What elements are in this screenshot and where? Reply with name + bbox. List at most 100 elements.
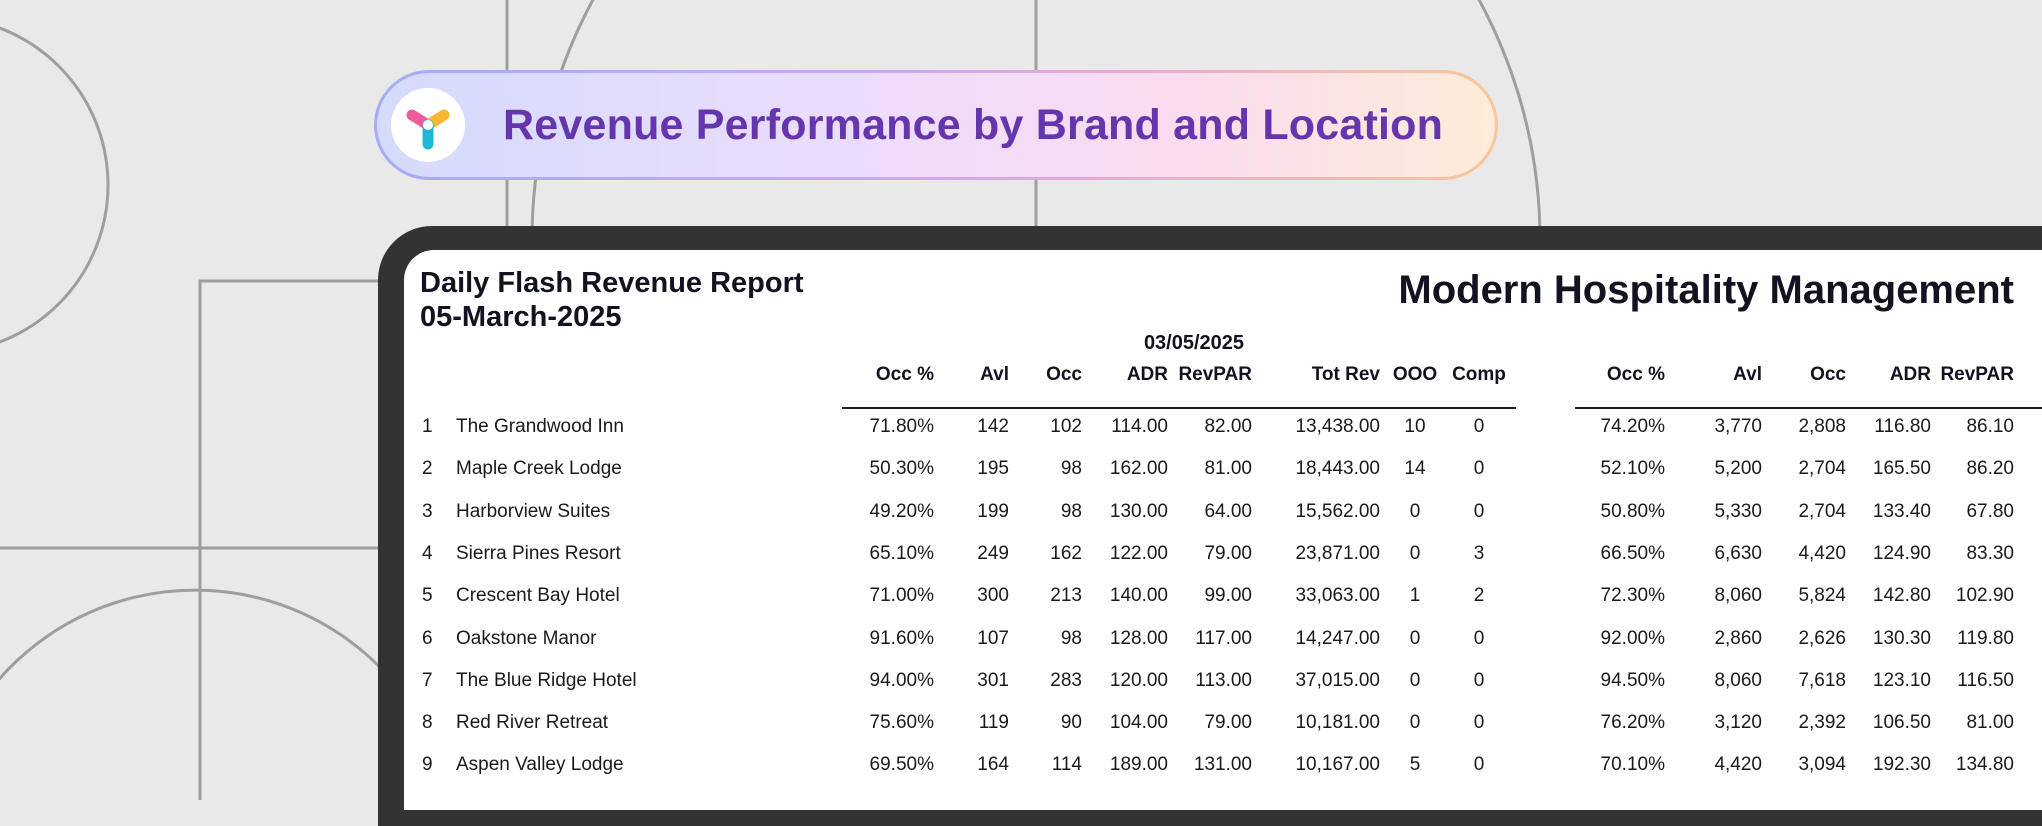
table-cell: 91.60% <box>869 628 934 649</box>
table-cell: 283 <box>1050 670 1082 691</box>
table-cell: 50.30% <box>869 458 934 479</box>
column-header: Occ % <box>1606 364 1665 385</box>
table-cell: 199 <box>977 501 1009 522</box>
column-header: RevPAR <box>1940 364 2014 385</box>
row-number: 1 <box>422 416 433 437</box>
row-number: 6 <box>422 628 433 649</box>
table-cell: 83.30 <box>1966 543 2014 564</box>
column-header: OOO <box>1392 364 1438 385</box>
table-cell: 124.90 <box>1872 543 1931 564</box>
table-cell: 15,562.00 <box>1295 501 1380 522</box>
report-date: 05-March-2025 <box>420 301 622 333</box>
column-header: Occ % <box>875 364 934 385</box>
table-cell: 98 <box>1060 458 1082 479</box>
table-cell: 69.50% <box>869 754 934 775</box>
table-cell: 113.00 <box>1195 670 1252 691</box>
table-cell: 92.00% <box>1600 628 1665 649</box>
table-cell: 0 <box>1473 712 1485 733</box>
table-cell: 4,420 <box>1714 754 1762 775</box>
table-cell: 0 <box>1409 628 1421 649</box>
table-cell: 114.00 <box>1111 416 1168 437</box>
report-screen: Daily Flash Revenue Report 05-March-2025… <box>404 250 2042 810</box>
property-name: Red River Retreat <box>456 712 609 733</box>
property-name: The Grandwood Inn <box>456 416 624 437</box>
table-cell: 10,181.00 <box>1295 712 1380 733</box>
table-cell: 3,770 <box>1714 416 1762 437</box>
table-cell: 3 <box>1473 543 1485 564</box>
column-header: Avl <box>980 364 1009 385</box>
table-cell: 81.00 <box>1966 712 2014 733</box>
table-cell: 134.80 <box>1955 754 2014 775</box>
row-number: 3 <box>422 501 433 522</box>
table-cell: 14,247.00 <box>1295 628 1380 649</box>
table-cell: 49.20% <box>869 501 934 522</box>
table-cell: 5,824 <box>1798 585 1846 606</box>
row-number: 2 <box>422 458 433 479</box>
table-cell: 102 <box>1050 416 1082 437</box>
table-cell: 3,094 <box>1798 754 1846 775</box>
tri-spoke-logo-icon <box>406 109 450 150</box>
table-cell: 116.80 <box>1874 416 1931 437</box>
table-cell: 37,015.00 <box>1295 670 1380 691</box>
property-name: Crescent Bay Hotel <box>456 585 620 606</box>
table-cell: 2,626 <box>1798 628 1846 649</box>
table-cell: 10 <box>1404 416 1426 437</box>
background-pattern <box>0 0 1542 800</box>
table-cell: 119.80 <box>1957 628 2014 649</box>
table-cell: 52.10% <box>1600 458 1665 479</box>
row-number: 4 <box>422 543 433 564</box>
logo <box>391 88 465 162</box>
property-name: Sierra Pines Resort <box>456 543 621 564</box>
table-cell: 14 <box>1404 458 1426 479</box>
table-cell: 70.10% <box>1600 754 1665 775</box>
table-cell: 98 <box>1060 501 1082 522</box>
table-cell: 94.50% <box>1600 670 1665 691</box>
table-cell: 2,860 <box>1714 628 1762 649</box>
column-header: RevPAR <box>1178 364 1252 385</box>
table-cell: 162 <box>1050 543 1082 564</box>
table-cell: 2,808 <box>1798 416 1846 437</box>
report-title-line1: Daily Flash Revenue Report <box>420 267 804 299</box>
table-cell: 5,200 <box>1714 458 1762 479</box>
table-cell: 117.00 <box>1195 628 1252 649</box>
table-cell: 133.40 <box>1872 501 1931 522</box>
banner-title: Revenue Performance by Brand and Locatio… <box>503 100 1444 149</box>
table-cell: 213 <box>1050 585 1082 606</box>
table-cell: 0 <box>1409 543 1421 564</box>
table-cell: 71.80% <box>869 416 934 437</box>
table-cell: 2,704 <box>1798 458 1846 479</box>
table-cell: 128.00 <box>1109 628 1168 649</box>
table-cell: 0 <box>1473 670 1485 691</box>
table-cell: 66.50% <box>1600 543 1665 564</box>
table-cell: 2,392 <box>1798 712 1846 733</box>
table-cell: 0 <box>1409 670 1421 691</box>
table-cell: 106.50 <box>1872 712 1931 733</box>
table-cell: 7,618 <box>1798 670 1846 691</box>
table-cell: 23,871.00 <box>1295 543 1380 564</box>
table-cell: 90 <box>1060 712 1082 733</box>
table-cell: 10,167.00 <box>1295 754 1380 775</box>
table-cell: 123.10 <box>1872 670 1931 691</box>
table-cell: 122.00 <box>1109 543 1168 564</box>
table-cell: 64.00 <box>1204 501 1252 522</box>
table-cell: 165.50 <box>1872 458 1931 479</box>
table-cell: 142.80 <box>1872 585 1931 606</box>
column-header: ADR <box>1889 364 1931 385</box>
table-cell: 107 <box>977 628 1009 649</box>
table-cell: 65.10% <box>869 543 934 564</box>
table-cell: 301 <box>977 670 1009 691</box>
table-cell: 8,060 <box>1714 585 1762 606</box>
table-cell: 0 <box>1409 712 1421 733</box>
table-cell: 71.00% <box>869 585 934 606</box>
property-name: Maple Creek Lodge <box>456 458 622 479</box>
table-cell: 195 <box>977 458 1009 479</box>
table-cell: 0 <box>1473 416 1485 437</box>
table-cell: 0 <box>1473 754 1485 775</box>
column-header: Tot Rev <box>1311 364 1380 385</box>
date-group-heading: 03/05/2025 <box>1143 332 1245 354</box>
table-cell: 300 <box>977 585 1009 606</box>
title-banner: Revenue Performance by Brand and Locatio… <box>374 70 1498 180</box>
table-cell: 75.60% <box>869 712 934 733</box>
table-cell: 142 <box>977 416 1009 437</box>
table-cell: 130.00 <box>1109 501 1168 522</box>
